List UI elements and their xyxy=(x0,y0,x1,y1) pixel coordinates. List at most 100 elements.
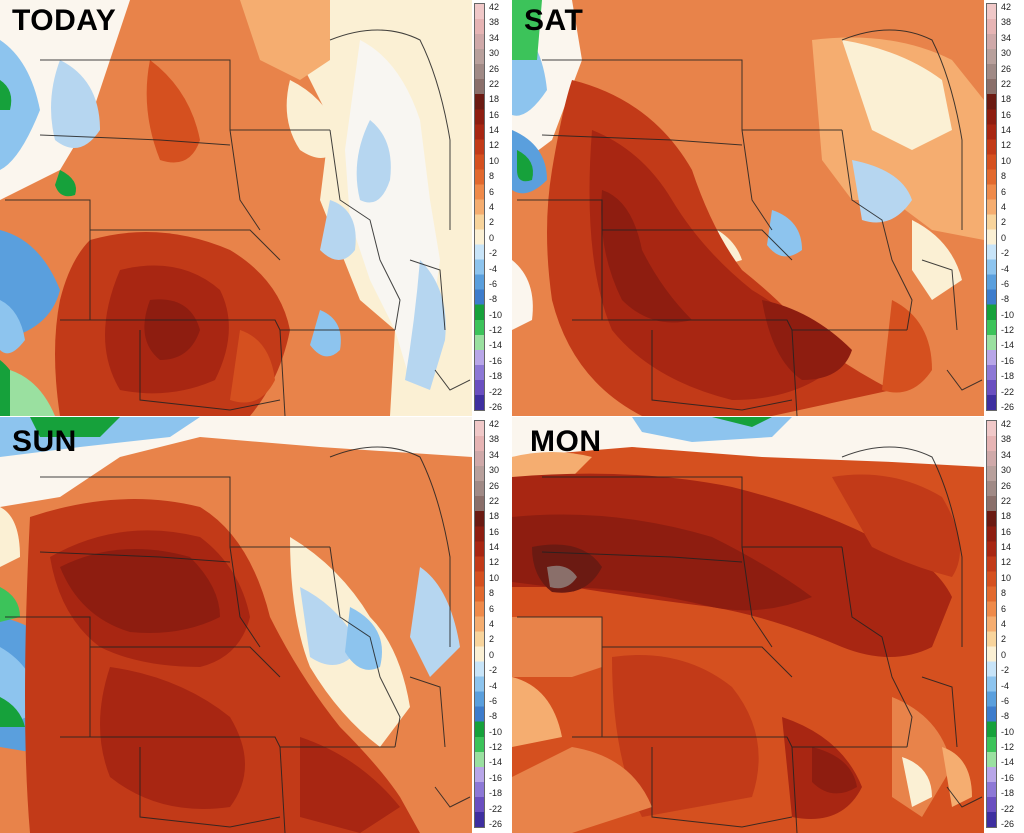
color-scale-tick-label: -8 xyxy=(1001,294,1010,305)
color-scale-strip xyxy=(986,420,997,828)
color-scale-tick-label: 30 xyxy=(489,48,500,59)
color-scale-tick-label: -8 xyxy=(489,294,498,305)
color-scale-tick-label: -6 xyxy=(489,278,498,289)
color-scale-tick-label: -12 xyxy=(489,325,503,336)
day-label: TODAY xyxy=(12,4,117,37)
day-label: MON xyxy=(530,425,602,458)
color-scale-tick-label: -6 xyxy=(1001,278,1010,289)
color-scale-tick-label: -12 xyxy=(1001,325,1015,336)
color-scale-tick-label: -22 xyxy=(489,803,503,814)
color-scale-tick-label: -14 xyxy=(1001,340,1015,351)
color-scale-tick-label: 16 xyxy=(489,109,500,120)
color-scale-tick-label: 4 xyxy=(489,619,495,629)
color-scale-tick-label: 14 xyxy=(1001,542,1012,553)
map-panel-sun: SUN 42 38 34 30 26 22 18 16 14 12 10 8 6 4 2 0 -2 -4 -6 -8-… xyxy=(0,417,512,833)
color-scale-tick-label: 4 xyxy=(1001,619,1007,629)
color-scale-tick-label: 18 xyxy=(1001,511,1012,522)
color-scale-tick-label: 26 xyxy=(489,63,500,74)
color-scale-tick-label: -10 xyxy=(489,726,503,737)
color-scale-tick-label: 42 xyxy=(1001,419,1012,429)
color-scale-tick-label: 2 xyxy=(489,634,495,645)
color-scale-tick-label: -22 xyxy=(1001,386,1015,397)
color-scale-tick-label: 12 xyxy=(489,557,500,568)
color-scale-tick-label: 38 xyxy=(1001,434,1012,445)
color-scale-tick-label: -4 xyxy=(1001,680,1010,691)
color-scale-tick-label: 26 xyxy=(1001,63,1012,74)
color-scale-tick-label: 2 xyxy=(489,217,495,228)
color-scale-legend: 42 38 34 30 26 22 18 16 14 12 10 8 6 4 2 0 -2 -4 -6 -8 -10 -1… xyxy=(472,417,512,833)
map-panel-mon: MON 42 38 34 30 26 22 18 16 14 12 10 8 6 4 2 0 -2 -4 -6 -8-… xyxy=(512,417,1024,833)
color-scale-tick-label: 30 xyxy=(489,465,500,476)
color-scale-tick-label: 4 xyxy=(489,202,495,212)
color-scale-tick-label: 38 xyxy=(1001,17,1012,28)
color-scale-tick-label: -6 xyxy=(1001,695,1010,706)
color-scale-tick-label: 0 xyxy=(1001,232,1007,243)
color-scale-legend: 42 38 34 30 26 22 18 16 14 12 10 8 6 4 2 0 -2 -4 -6 -8 -10 -1… xyxy=(984,417,1024,833)
color-scale-tick-label: 34 xyxy=(1001,32,1012,43)
color-scale-tick-label: 34 xyxy=(1001,449,1012,460)
color-scale-tick-label: 4 xyxy=(1001,202,1007,212)
color-scale-tick-label: -2 xyxy=(489,665,498,676)
color-scale-tick-label: 42 xyxy=(1001,2,1012,12)
color-scale-tick-label: -26 xyxy=(1001,402,1015,412)
color-scale-tick-label: 18 xyxy=(489,511,500,522)
color-scale-tick-label: 42 xyxy=(489,419,500,429)
color-scale-tick-label: -12 xyxy=(489,742,503,753)
color-scale-tick-label: 38 xyxy=(489,434,500,445)
color-scale-tick-label: 22 xyxy=(1001,78,1012,89)
color-scale-tick-label: -2 xyxy=(1001,248,1010,259)
color-scale-tick-label: 30 xyxy=(1001,48,1012,59)
color-scale-tick-label: -2 xyxy=(1001,665,1010,676)
color-scale-tick-label: 22 xyxy=(489,78,500,89)
color-scale-tick-label: 38 xyxy=(489,17,500,28)
color-scale-tick-label: 12 xyxy=(1001,140,1012,151)
color-scale-tick-label: -4 xyxy=(489,680,498,691)
color-scale-tick-label: 12 xyxy=(489,140,500,151)
color-scale-tick-label: -16 xyxy=(1001,355,1015,366)
color-scale-tick-label: -4 xyxy=(489,263,498,274)
color-scale-tick-label: 8 xyxy=(489,588,495,599)
color-scale-tick-label: 22 xyxy=(489,495,500,506)
panel-divider xyxy=(0,416,1024,417)
color-scale-tick-label: -16 xyxy=(489,772,503,783)
color-scale-legend: 42 38 34 30 26 22 18 16 14 12 10 8 6 4 2 0 -2 -4 -6 -8 -10 -1… xyxy=(984,0,1024,416)
map-panel-today: TODAY 42 38 34 30 26 22 18 16 14 12 10 8 6 4 2 0 -2 -4 -6-… xyxy=(0,0,512,416)
color-scale-tick-label: -14 xyxy=(489,757,503,768)
color-scale-tick-label: 2 xyxy=(1001,634,1007,645)
color-scale-tick-label: 30 xyxy=(1001,465,1012,476)
color-scale-strip xyxy=(474,420,485,828)
color-scale-tick-label: 6 xyxy=(1001,186,1007,197)
anomaly-map xyxy=(512,417,984,833)
color-scale-tick-label: 14 xyxy=(1001,125,1012,136)
color-scale-tick-label: -2 xyxy=(489,248,498,259)
map-panel-sat: SAT 42 38 34 30 26 22 18 16 14 12 10 8 6 4 2 0 -2 -4 -6 -8-… xyxy=(512,0,1024,416)
color-scale-tick-label: -10 xyxy=(1001,726,1015,737)
color-scale-tick-label: 16 xyxy=(489,526,500,537)
color-scale-tick-label: -14 xyxy=(1001,757,1015,768)
color-scale-tick-label: 14 xyxy=(489,542,500,553)
color-scale-tick-label: 34 xyxy=(489,449,500,460)
color-scale-tick-label: 0 xyxy=(1001,649,1007,660)
color-scale-tick-label: -18 xyxy=(1001,371,1015,382)
color-scale-tick-label: 16 xyxy=(1001,526,1012,537)
color-scale-tick-label: 8 xyxy=(1001,588,1007,599)
day-label: SUN xyxy=(12,425,77,458)
color-scale-tick-label: -8 xyxy=(489,711,498,722)
color-scale-tick-label: 10 xyxy=(489,155,500,166)
color-scale-tick-label: -8 xyxy=(1001,711,1010,722)
color-scale-tick-label: -16 xyxy=(489,355,503,366)
color-scale-tick-label: -14 xyxy=(489,340,503,351)
color-scale-tick-label: 8 xyxy=(1001,171,1007,182)
color-scale-tick-label: -26 xyxy=(489,402,503,412)
color-scale-tick-label: -18 xyxy=(489,788,503,799)
color-scale-strip xyxy=(986,3,997,411)
color-scale-tick-label: 26 xyxy=(489,480,500,491)
color-scale-tick-label: 8 xyxy=(489,171,495,182)
day-label: SAT xyxy=(524,4,584,37)
color-scale-tick-label: -6 xyxy=(489,695,498,706)
color-scale-tick-label: 0 xyxy=(489,232,495,243)
color-scale-legend: 42 38 34 30 26 22 18 16 14 12 10 8 6 4 2 0 -2 -4 -6 -8 -10 -1… xyxy=(472,0,512,416)
color-scale-tick-label: -4 xyxy=(1001,263,1010,274)
color-scale-tick-label: 10 xyxy=(1001,155,1012,166)
color-scale-tick-label: 6 xyxy=(489,603,495,614)
